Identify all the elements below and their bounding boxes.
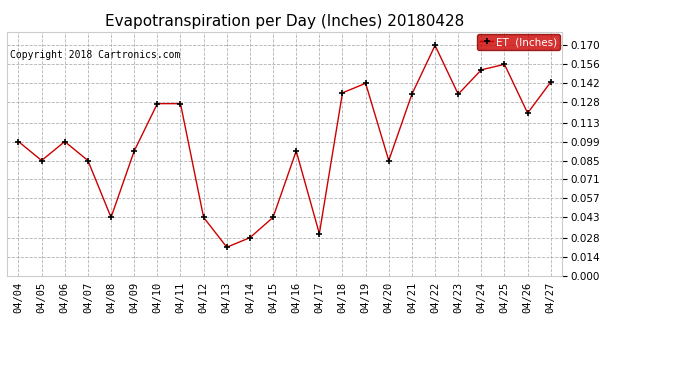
Title: Evapotranspiration per Day (Inches) 20180428: Evapotranspiration per Day (Inches) 2018… — [105, 14, 464, 29]
Text: Copyright 2018 Cartronics.com: Copyright 2018 Cartronics.com — [10, 50, 181, 60]
Legend: ET  (Inches): ET (Inches) — [477, 34, 560, 50]
